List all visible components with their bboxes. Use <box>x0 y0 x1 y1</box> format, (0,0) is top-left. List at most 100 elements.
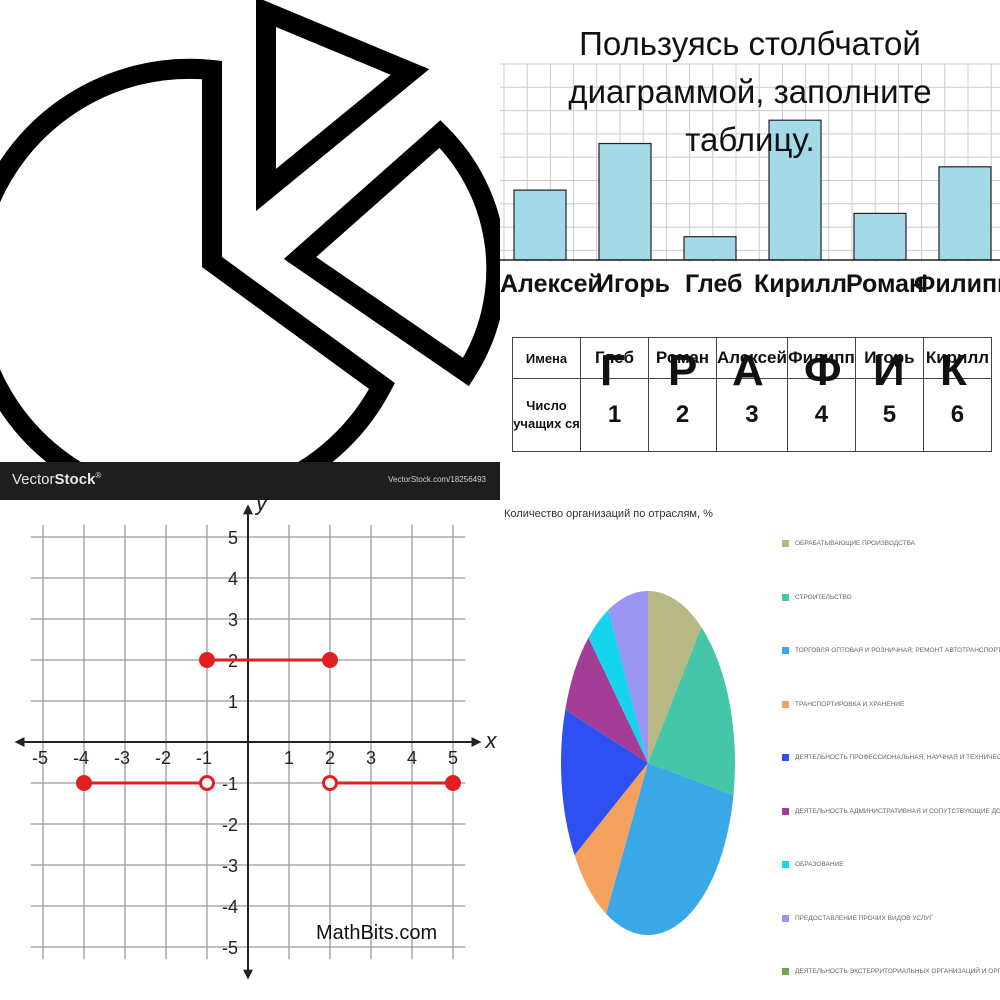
tick-label: Кирилл <box>754 270 848 298</box>
bar <box>853 212 907 261</box>
pie-chart-icon <box>0 0 500 500</box>
tick-label: 1 <box>228 692 238 712</box>
watermark-url: VectorStock.com/18256493 <box>388 475 486 484</box>
bar-chart-exercise: Пользуясь столбчатой диаграммой, заполни… <box>500 0 1000 500</box>
legend-item: ДЕЯТЕЛЬНОСТЬ ЭКСТЕРРИТОРИАЛЬНЫХ ОРГАНИЗА… <box>782 968 1000 982</box>
tick-label: Игорь <box>596 270 670 298</box>
open-endpoint <box>322 775 338 791</box>
table-cell: Алексей <box>716 337 788 379</box>
pie-chart-title: Количество организаций по отраслям, % <box>504 508 713 520</box>
y-axis-label: y <box>254 500 269 515</box>
industry-pie-chart: Количество организаций по отраслям, % ОБ… <box>500 500 1000 1000</box>
pie-chart <box>561 591 735 935</box>
bar <box>513 189 567 261</box>
legend-swatch <box>782 754 789 761</box>
tick-labels: -5-4-3-2-11234554321-1-2-3-4-5 <box>32 528 458 958</box>
legend-label: ДЕЯТЕЛЬНОСТЬ АДМИНИСТРАТИВНАЯ И СОПУТСТВ… <box>795 807 1000 815</box>
answer-table: Имена Глеб Роман Алексей Филипп Игорь Ки… <box>512 337 992 452</box>
overlay-letter: А <box>732 346 764 395</box>
pie-slice <box>565 637 648 763</box>
legend-label: ДЕЯТЕЛЬНОСТЬ ЭКСТЕРРИТОРИАЛЬНЫХ ОРГАНИЗА… <box>795 968 1000 975</box>
legend-item: ТРАНСПОРТИРОВКА И ХРАНЕНИЕ <box>782 700 905 715</box>
legend-item: СТРОИТЕЛЬСТВО <box>782 593 852 608</box>
closed-endpoint <box>322 652 338 668</box>
row-header-names: Имена <box>512 337 581 379</box>
pie-slice <box>608 591 648 763</box>
pie-slices <box>561 591 735 935</box>
tick-label: 4 <box>228 569 238 589</box>
tick-label: Филипп <box>914 270 1000 298</box>
legend-item: ДЕЯТЕЛЬНОСТЬ АДМИНИСТРАТИВНАЯ И СОПУТСТВ… <box>782 807 1000 822</box>
legend-swatch <box>782 914 789 922</box>
tick-label: 5 <box>448 748 458 768</box>
watermark-brand: VectorStock® <box>12 471 102 488</box>
tick-label: -1 <box>196 748 212 768</box>
bar-chart-title: Пользуясь столбчатой диаграммой, заполни… <box>500 20 1000 164</box>
tick-label: -2 <box>155 748 171 768</box>
overlay-letter: К <box>940 346 967 395</box>
table-cell: 4 <box>786 378 856 452</box>
x-arrow <box>14 737 25 747</box>
legend-label: ДЕЯТЕЛЬНОСТЬ ПРОФЕССИОНАЛЬНАЯ, НАУЧНАЯ И… <box>795 754 1000 761</box>
tick-label: -3 <box>222 856 238 876</box>
legend-swatch <box>782 647 789 654</box>
legend-label: ТРАНСПОРТИРОВКА И ХРАНЕНИЕ <box>795 700 905 708</box>
legend-item: ДЕЯТЕЛЬНОСТЬ ПРОФЕССИОНАЛЬНАЯ, НАУЧНАЯ И… <box>782 754 1000 768</box>
overlay-letter: Р <box>668 346 698 395</box>
x-axis-label: x <box>485 728 498 753</box>
pie-slice <box>561 709 648 856</box>
overlay-letter: И <box>873 346 905 395</box>
tick-label: -4 <box>73 748 89 768</box>
row-header-count: Число учащих ся <box>512 378 581 452</box>
pie-slice <box>648 591 702 763</box>
closed-endpoint <box>199 652 215 668</box>
legend-item: ОБРАЗОВАНИЕ <box>782 861 844 875</box>
pie-slice <box>606 763 734 935</box>
tick-label: Глеб <box>685 270 743 298</box>
legend-item: ОБРАБАТЫВАЮЩИЕ ПРОИЗВОДСТВА <box>782 540 915 554</box>
y-arrow <box>243 969 253 980</box>
watermark-bar: VectorStock® VectorStock.com/18256493 <box>0 462 500 500</box>
bar <box>683 236 737 261</box>
pie-slice <box>588 609 648 763</box>
tick-label: -2 <box>222 815 238 835</box>
overlay-letter: Г <box>600 346 625 395</box>
axes: xy <box>14 500 498 980</box>
title-line-2: диаграммой, заполните таблицу. <box>568 73 932 158</box>
table-cell: 2 <box>648 378 717 452</box>
coordinate-plane: xy -5-4-3-2-11234554321-1-2-3-4-5 <box>14 500 498 980</box>
closed-endpoint <box>445 775 461 791</box>
mathbits-watermark: MathBits.com <box>316 922 438 944</box>
x-arrow <box>471 737 482 747</box>
legend-item: ПРЕДОСТАВЛЕНИЕ ПРОЧИХ ВИДОВ УСЛУГ <box>782 914 933 929</box>
legend-label: ТОРГОВЛЯ ОПТОВАЯ И РОЗНИЧНАЯ; РЕМОНТ АВТ… <box>795 647 1000 654</box>
tick-label: -1 <box>222 774 238 794</box>
closed-endpoint <box>76 775 92 791</box>
plot-segments <box>76 652 461 791</box>
bar <box>938 166 992 261</box>
open-endpoint <box>199 775 215 791</box>
pie-chart-icon-panel: VectorStock® VectorStock.com/18256493 <box>0 0 500 500</box>
pie-slice <box>648 627 735 796</box>
overlay-letter: Ф <box>804 346 842 395</box>
tick-label: 1 <box>284 748 294 768</box>
bar <box>598 142 652 261</box>
tick-label: 2 <box>325 748 335 768</box>
title-line-1: Пользуясь столбчатой <box>579 25 921 62</box>
legend-swatch <box>782 861 789 868</box>
legend-swatch <box>782 968 789 975</box>
category-labels: Алексей Игорь Глеб Кирилл Роман Филипп <box>500 270 1000 310</box>
table-cell: Глеб <box>580 337 649 379</box>
tick-label: Роман <box>846 270 925 298</box>
bar-chart <box>500 63 1000 262</box>
legend-swatch <box>782 700 789 708</box>
legend-label: ПРЕДОСТАВЛЕНИЕ ПРОЧИХ ВИДОВ УСЛУГ <box>795 914 933 922</box>
tick-label: 3 <box>366 748 376 768</box>
table-cell: Филипп <box>786 337 856 379</box>
tick-label: 3 <box>228 610 238 630</box>
pie-slice <box>574 763 648 914</box>
table-cell: Роман <box>648 337 717 379</box>
table-cell: 5 <box>854 378 924 452</box>
legend-label: СТРОИТЕЛЬСТВО <box>795 593 852 601</box>
tick-label: -4 <box>222 897 238 917</box>
